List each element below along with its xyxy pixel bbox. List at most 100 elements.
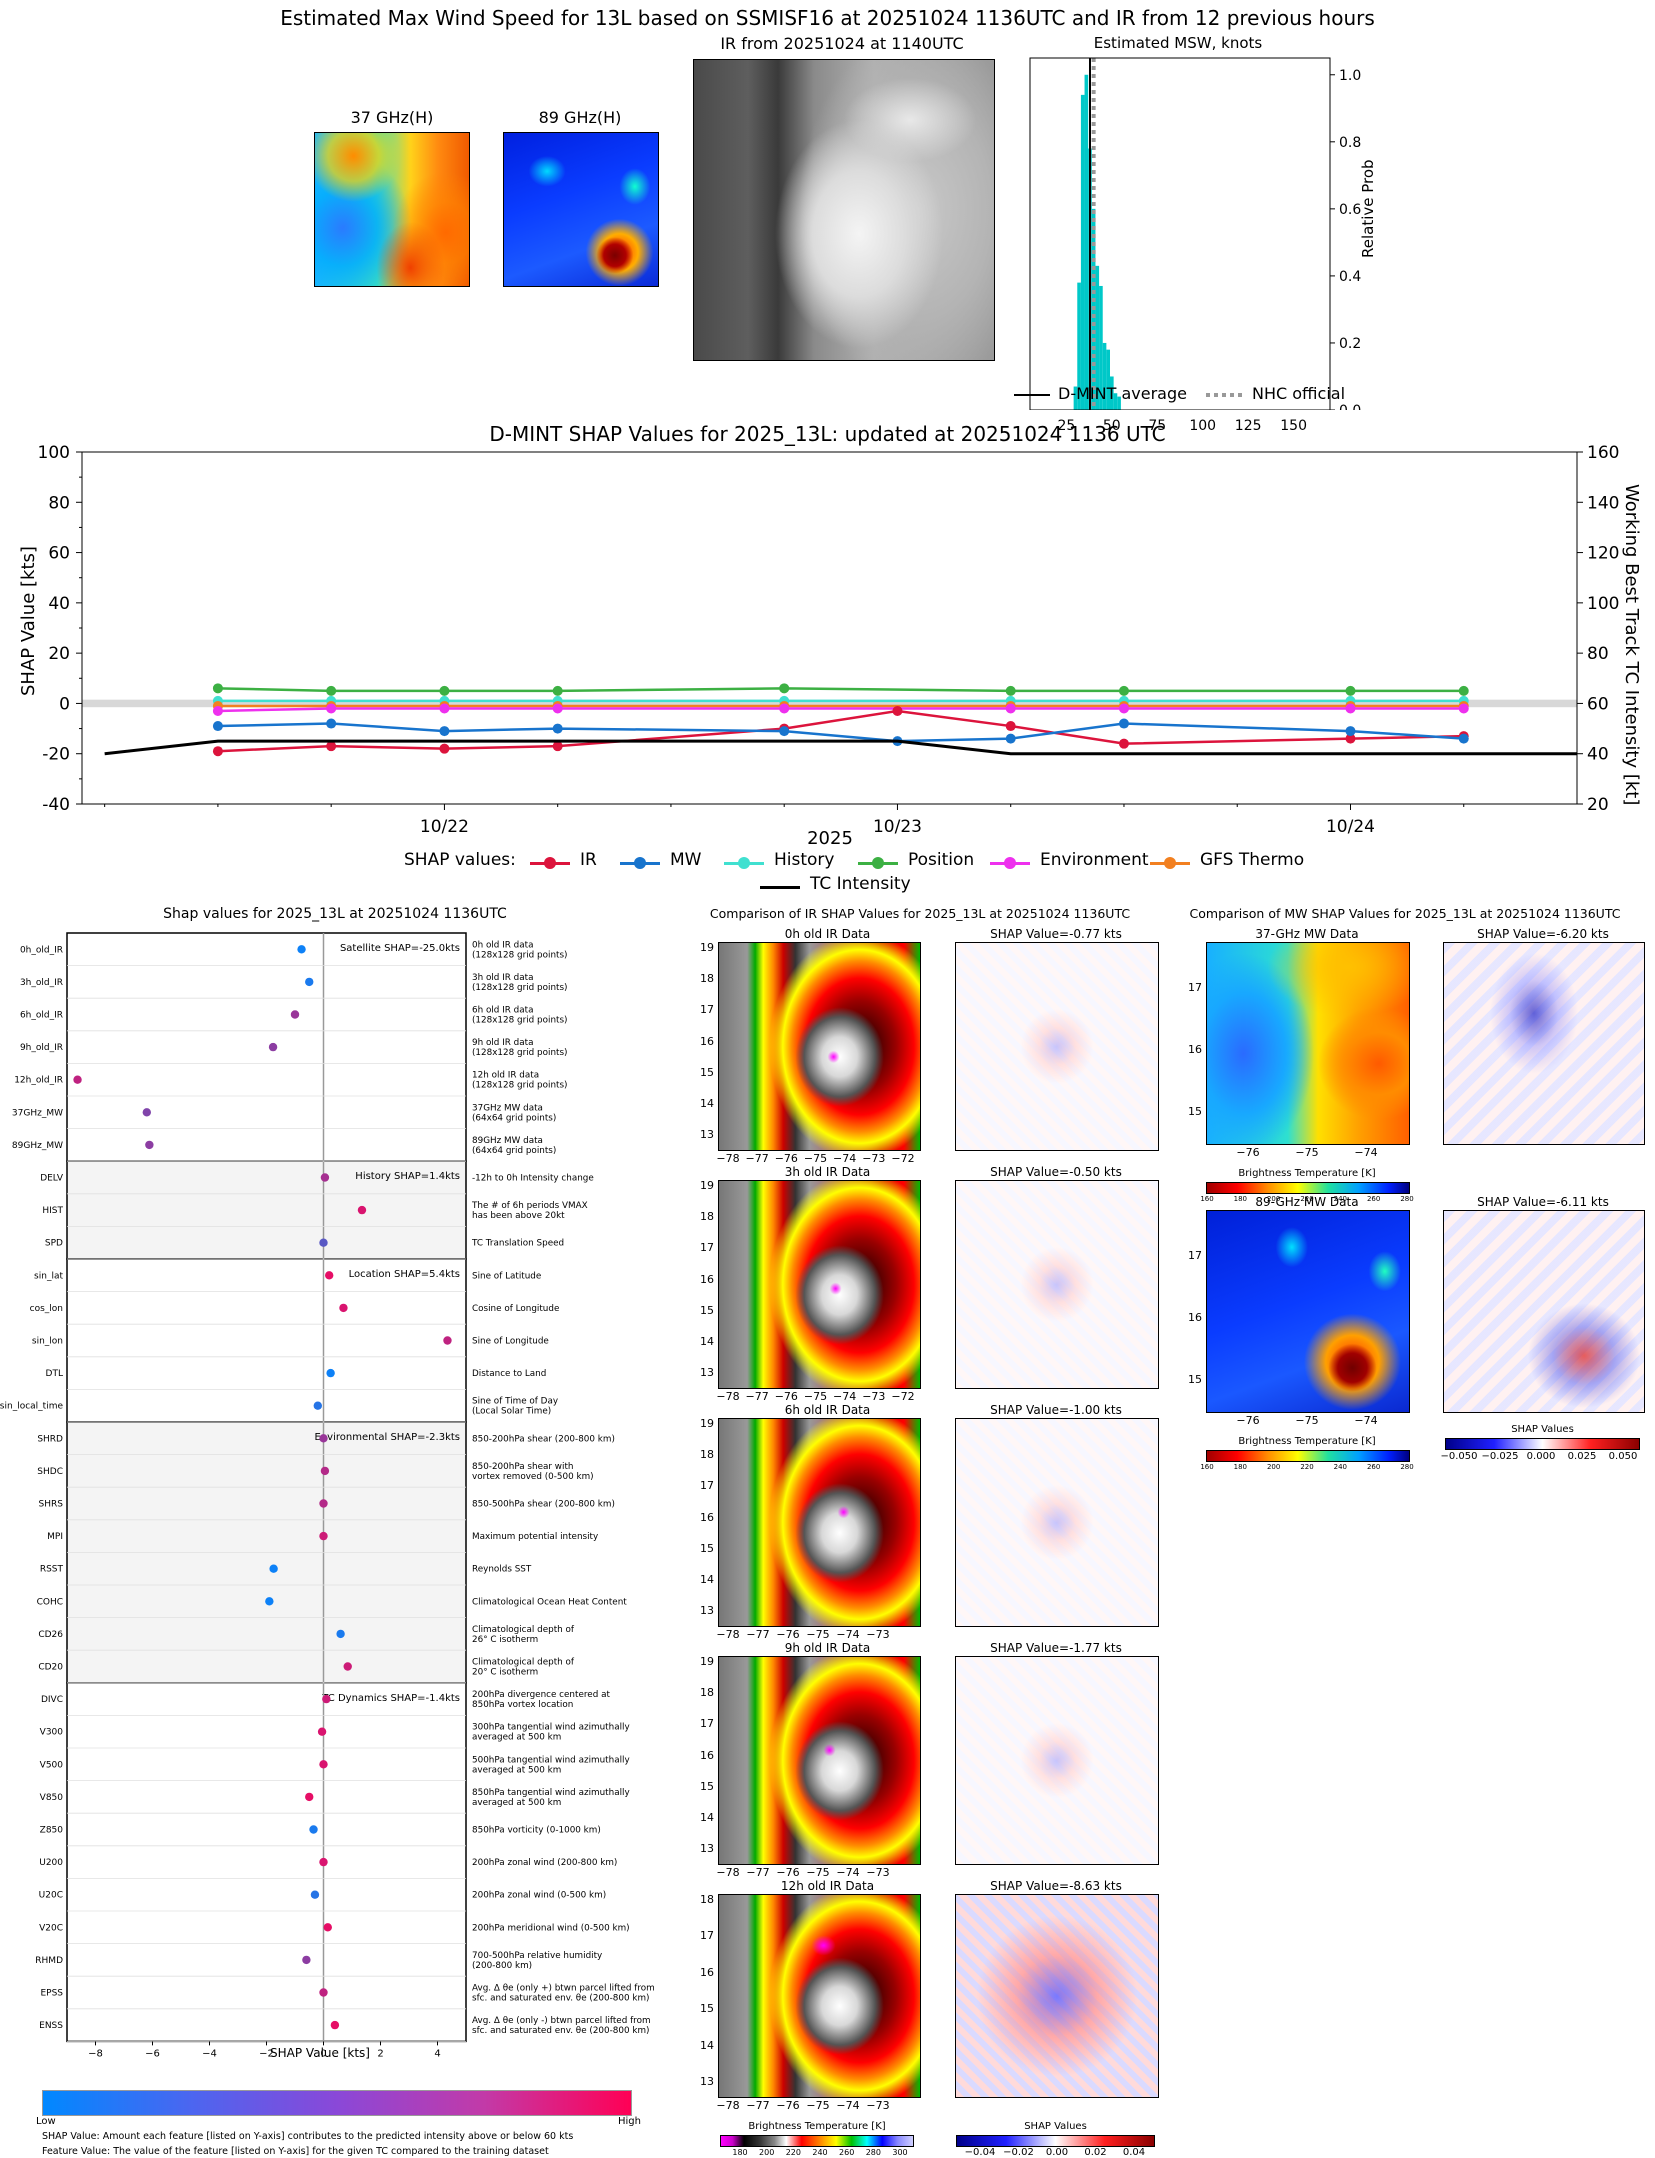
feature-name: RSST [40, 1565, 64, 1575]
msw-bar [1117, 396, 1121, 410]
legend-swatch-tc-intensity [760, 880, 800, 894]
ir-panel-title: 6h old IR Data [784, 1403, 871, 1417]
ts-xtick-label: 10/24 [1326, 817, 1375, 837]
ir-xtick-label: −75 [806, 1628, 830, 1641]
feature-name: sin_lon [32, 1337, 63, 1347]
mw-panel-title: 89-GHz MW Data [1255, 1195, 1359, 1209]
feature-name: SHDC [37, 1467, 63, 1477]
feature-desc: (128x128 grid points) [472, 950, 568, 960]
feature-group-label: TC Dynamics SHAP=-1.4kts [321, 1693, 460, 1704]
ir-xtick-label: −73 [866, 2099, 890, 2112]
mw-bt-tick: 160 [1200, 1463, 1214, 1471]
feature-desc: (200-800 km) [472, 1961, 532, 1971]
ir-xtick-label: −77 [746, 2099, 770, 2112]
ts-xtick-label: 10/22 [420, 817, 469, 837]
ir-shap-tick: 0.00 [1045, 2147, 1069, 2158]
series-point [552, 685, 563, 696]
main-title: Estimated Max Wind Speed for 13L based o… [280, 6, 1375, 30]
ir-xtick-label: −77 [745, 1390, 769, 1403]
colorbar-low-label: Low [36, 2116, 56, 2127]
feature-dot [142, 1108, 151, 1117]
feature-dot [325, 1271, 334, 1280]
mw-xtick-label: −74 [1354, 1146, 1378, 1159]
mw37-title: 37 GHz(H) [350, 108, 434, 127]
ir-bt-colorbar [720, 2135, 914, 2147]
legend-swatch-dot [1164, 857, 1176, 869]
msw-xtick-label: 100 [1189, 418, 1217, 434]
ts-ytick-left-label: -40 [42, 795, 70, 815]
legend-label: Environment [1040, 850, 1149, 870]
ir-ytick-label: 16 [700, 1748, 714, 1762]
mw-bt-tick: 200 [1266, 1195, 1281, 1203]
feature-group-label: Location SHAP=5.4kts [349, 1269, 460, 1280]
legend-swatch-line [760, 886, 800, 889]
feature-name: SPD [45, 1239, 63, 1249]
ir-image-0 [718, 942, 921, 1151]
msw-bar [1106, 349, 1110, 410]
msw-title: Estimated MSW, knots [1093, 34, 1263, 52]
mw-bt-tick: 280 [1400, 1195, 1414, 1203]
series-point [1458, 703, 1469, 714]
ts-ytick-left-label: 40 [48, 594, 70, 614]
series-point [1118, 703, 1129, 714]
legend-swatch-position [858, 856, 898, 870]
ir-xtick-label: −73 [862, 1152, 886, 1165]
ir-bt-tick: 300 [892, 2148, 908, 2157]
legend-label: GFS Thermo [1200, 850, 1305, 870]
feature-desc: (64x64 grid points) [472, 1146, 556, 1156]
feature-desc: 850hPa vortex location [472, 1700, 573, 1710]
feature-dot [290, 1010, 300, 1019]
msw-bar [1077, 282, 1081, 410]
series-point [212, 721, 223, 732]
ts-ytick-left-label: 0 [59, 694, 70, 714]
series-line-mw [217, 722, 1464, 743]
feature-dot [305, 977, 314, 987]
ir-xtick-label: −76 [776, 1628, 800, 1641]
feature-dot [317, 1727, 327, 1736]
feature-name: EPSS [40, 1989, 63, 1999]
mw-shap-panel-title: SHAP Value=-6.11 kts [1477, 1195, 1609, 1209]
mw-xtick-label: −76 [1236, 1146, 1260, 1159]
feature-name: V850 [40, 1793, 64, 1803]
feature-desc: vortex removed (0-500 km) [472, 1472, 594, 1482]
mw-compare-title: Comparison of MW SHAP Values for 2025_13… [1189, 906, 1621, 921]
feature-desc: 9h old IR data [472, 1038, 534, 1048]
series-point [1345, 703, 1356, 714]
msw-bar [1095, 265, 1100, 410]
ir-ytick-label: 15 [700, 2002, 714, 2016]
feature-name: CD26 [38, 1630, 63, 1640]
ir-shap-tick: 0.04 [1122, 2147, 1146, 2158]
feature-desc: 26° C isotherm [472, 1635, 538, 1645]
ir-image-4 [718, 1894, 921, 2098]
ir-ytick-label: 15 [700, 1303, 714, 1317]
ir-ytick-label: 18 [700, 972, 714, 986]
feature-desc: Sine of Latitude [472, 1271, 541, 1281]
series-point [1345, 733, 1356, 744]
ir-ytick-label: 13 [700, 1366, 714, 1379]
feature-name: MPI [47, 1532, 63, 1542]
feature-name: ENSS [39, 2021, 63, 2031]
feature-desc: 6h old IR data [472, 1006, 534, 1016]
series-point [892, 705, 903, 716]
series-point [1005, 685, 1016, 696]
feature-dot [320, 1466, 330, 1476]
legend-nhc-swatch [1206, 393, 1242, 397]
ir-ytick-label: 19 [700, 941, 714, 954]
mw-bt-tick: 260 [1366, 1195, 1381, 1203]
series-point [1005, 733, 1016, 744]
legend-dmint-label: D-MINT average [1058, 384, 1187, 403]
ir-ytick-label: 15 [700, 1779, 714, 1793]
mw-bt-tick: 160 [1200, 1195, 1214, 1203]
ir-image-3 [718, 1656, 921, 1865]
feature-desc: (128x128 grid points) [472, 1081, 568, 1091]
msw-ytick-label: 1.0 [1339, 68, 1361, 84]
feature-name: DTL [46, 1369, 63, 1379]
feature-desc: averaged at 500 km [472, 1798, 561, 1808]
bar-panel-title: Shap values for 2025_13L at 20251024 113… [163, 906, 507, 922]
feature-desc: 300hPa tangential wind azimuthally [472, 1723, 630, 1733]
msw-bar [1099, 285, 1103, 410]
feature-dot [297, 945, 306, 954]
msw-yticks: 0.0 0.2 0.4 0.6 0.8 1.0 [1330, 68, 1361, 410]
feature-name: 0h_old_IR [20, 945, 63, 955]
